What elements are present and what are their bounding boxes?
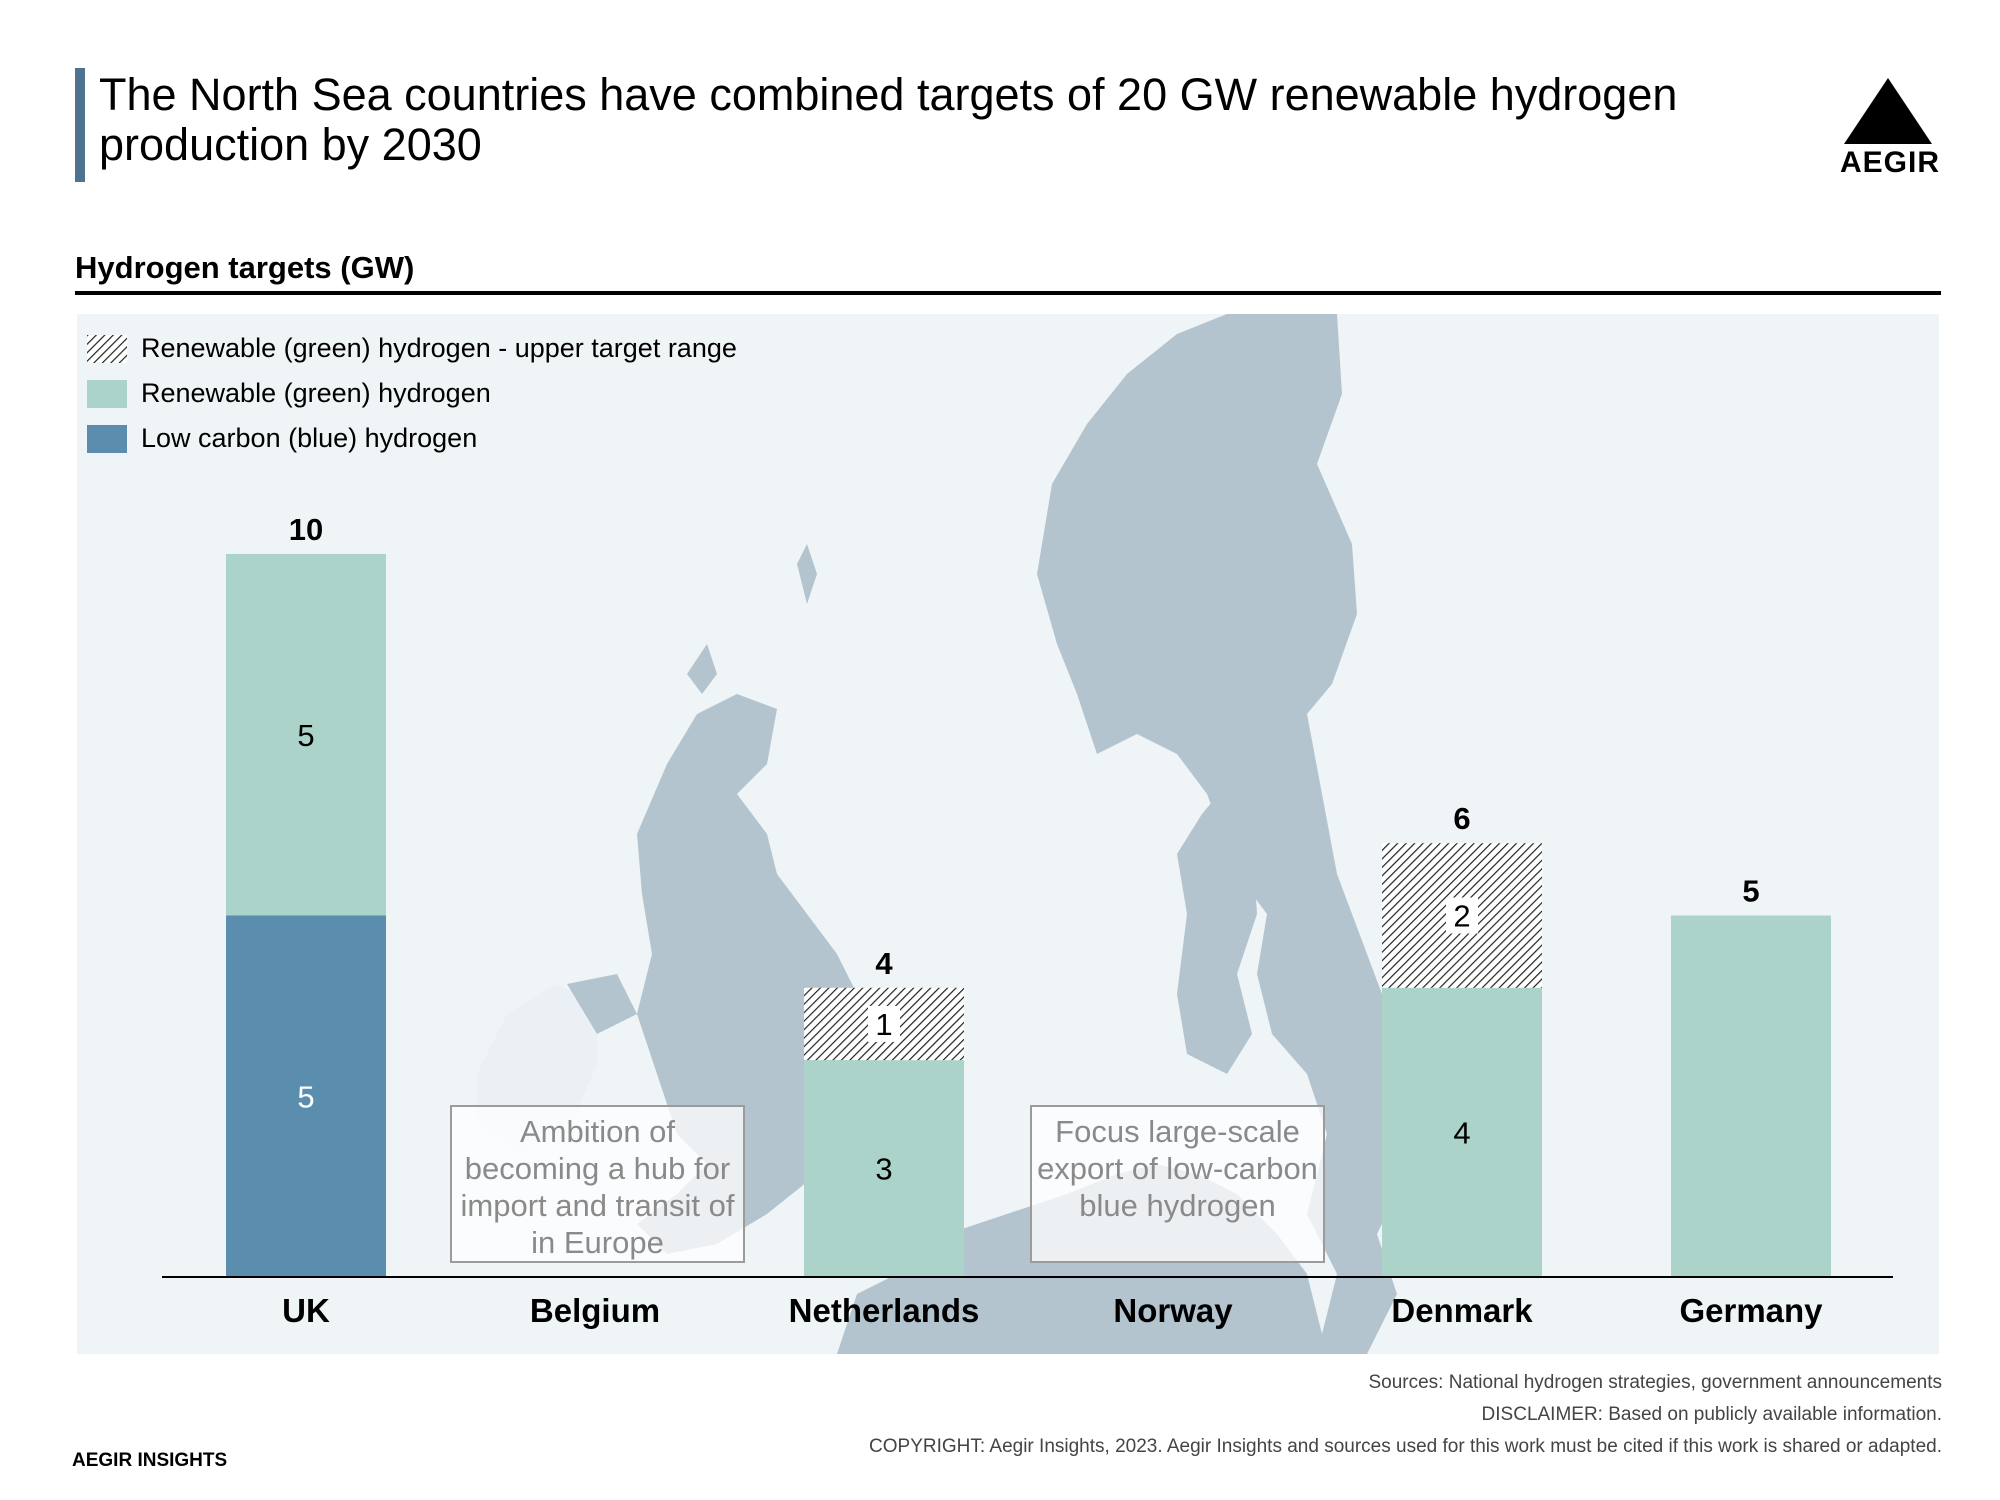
- legend-label: Renewable (green) hydrogen: [141, 378, 491, 408]
- total-value-label: 5: [1742, 874, 1759, 909]
- chart-section-label: Hydrogen targets (GW): [75, 250, 415, 285]
- annotation-belgium: Ambition of becoming a hub for import an…: [450, 1105, 745, 1263]
- footer-copyright: COPYRIGHT: Aegir Insights, 2023. Aegir I…: [869, 1436, 1942, 1457]
- segment-value-label: 1: [875, 1007, 892, 1042]
- footer-sources: Sources: National hydrogen strategies, g…: [1368, 1372, 1942, 1393]
- page-title: The North Sea countries have combined ta…: [99, 69, 1678, 170]
- bar-netherlands-renewable-green-hydrogen: [804, 1060, 964, 1277]
- chart-legend: Renewable (green) hydrogen - upper targe…: [87, 326, 737, 461]
- annotation-norway: Focus large-scale export of low-carbon b…: [1030, 1105, 1325, 1263]
- bar-uk-low-carbon-blue-hydrogen: [226, 915, 386, 1277]
- legend-item-upper-range: Renewable (green) hydrogen - upper targe…: [87, 326, 737, 371]
- category-label-denmark: Denmark: [1391, 1292, 1533, 1329]
- category-label-germany: Germany: [1679, 1292, 1823, 1329]
- bar-denmark-renewable-green-hydrogen: [1382, 987, 1542, 1277]
- section-divider: [75, 291, 1941, 295]
- legend-label: Renewable (green) hydrogen - upper targe…: [141, 333, 737, 363]
- segment-value-label: 3: [875, 1152, 892, 1187]
- footer-brand: AEGIR INSIGHTS: [72, 1450, 228, 1471]
- category-label-belgium: Belgium: [530, 1292, 660, 1329]
- hatch-swatch-icon: [87, 334, 127, 363]
- category-label-norway: Norway: [1113, 1292, 1233, 1329]
- category-label-netherlands: Netherlands: [789, 1292, 980, 1329]
- total-value-label: 4: [875, 946, 893, 981]
- bar-germany-renewable-green-hydrogen: [1671, 915, 1831, 1277]
- category-label-uk: UK: [282, 1292, 330, 1329]
- aegir-logo: AEGIR: [1830, 78, 1960, 179]
- bar-uk-renewable-green-hydrogen: [226, 554, 386, 916]
- segment-label-background: [868, 1005, 900, 1042]
- title-accent-bar: [75, 68, 85, 182]
- total-value-label: 10: [289, 512, 323, 547]
- green-swatch-icon: [87, 379, 127, 408]
- segment-value-label: 5: [297, 1079, 314, 1114]
- logo-triangle-icon: [1844, 78, 1932, 144]
- legend-item-blue: Low carbon (blue) hydrogen: [87, 416, 737, 461]
- logo-text: AEGIR: [1839, 146, 1940, 179]
- segment-value-label: 5: [297, 718, 314, 753]
- footer-disclaimer: DISCLAIMER: Based on publicly available …: [1481, 1404, 1942, 1425]
- segment-label-background: [1446, 897, 1478, 934]
- segment-value-label: 4: [1453, 1115, 1470, 1150]
- legend-label: Low carbon (blue) hydrogen: [141, 423, 478, 453]
- legend-item-green: Renewable (green) hydrogen: [87, 371, 737, 416]
- segment-value-label: 2: [1453, 899, 1470, 934]
- blue-swatch-icon: [87, 424, 127, 453]
- total-value-label: 6: [1453, 801, 1470, 836]
